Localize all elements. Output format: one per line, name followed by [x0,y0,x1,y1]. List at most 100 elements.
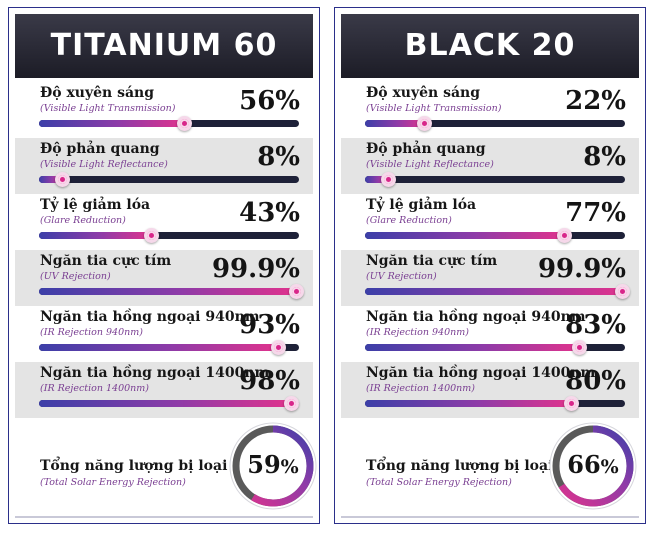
metric-bar-knob [144,228,160,243]
metric-bar-fill [39,344,279,351]
metric-label: Độ xuyên sáng [40,85,154,101]
ring-arc [552,425,634,507]
metric-sublabel: (UV Rejection) [366,271,437,282]
metric-bar-knob [55,172,71,187]
metric-value: 93% [239,310,300,340]
metric-value: 98% [239,366,300,396]
metric-bar-fill [365,288,622,295]
metric-sublabel: (Visible Light Reflectance) [40,159,168,170]
metric-value: 43% [239,198,300,228]
total-label: Tổng năng lượng bị loại bỏ [40,458,252,474]
metric-bar-knob [381,172,397,187]
metric-bar-fill [365,120,424,127]
metric-value: 80% [565,366,626,396]
metric-sublabel: (Visible Light Transmission) [366,103,502,114]
total-label: Tổng năng lượng bị loại bỏ [366,458,578,474]
metric-sublabel: (UV Rejection) [40,271,111,282]
metric-value: 8% [257,142,300,172]
divider [15,516,313,518]
metric-bar-knob [288,284,304,299]
metric-bar-knob [564,396,580,411]
metric-sublabel: (IR Rejection 940nm) [40,327,143,338]
total-sublabel: (Total Solar Energy Rejection) [366,477,512,488]
metric-row-ir-rejection-940: Ngăn tia hồng ngoại 940nm (IR Rejection … [341,306,639,362]
metric-label: Ngăn tia cực tím [366,253,498,269]
card-title: TITANIUM 60 [15,14,313,78]
metric-row-glare-reduction: Tỷ lệ giảm lóa (Glare Reduction) 43% [15,194,313,250]
metric-bar-knob [614,284,630,299]
metric-bar [365,396,625,411]
metric-value: 22% [565,86,626,116]
metric-bar [39,396,299,411]
metric-label: Độ phản quang [40,141,160,157]
metric-bar [39,284,304,299]
metric-value: 99.9% [211,254,300,284]
metric-label: Ngăn tia hồng ngoại 940nm [40,309,260,325]
metric-value: 8% [583,142,626,172]
metric-label: Ngăn tia hồng ngoại 940nm [366,309,586,325]
metric-row-ir-rejection-1400: Ngăn tia hồng ngoại 1400nm (IR Rejection… [15,362,313,418]
metric-label: Ngăn tia cực tím [40,253,172,269]
metric-bar-fill [365,232,564,239]
metric-sublabel: (Visible Light Transmission) [40,103,176,114]
ring-gauge-svg [549,422,637,510]
titanium-60-card: TITANIUM 60 Độ xuyên sáng (Visible Light… [8,7,320,524]
total-solar-energy-rejection: Tổng năng lượng bị loại bỏ (Total Solar … [15,416,317,516]
metric-row-visible-light-transmission: Độ xuyên sáng (Visible Light Transmissio… [341,82,639,138]
metric-bar-fill [39,288,296,295]
total-ring-gauge: 59% [227,420,319,512]
metric-bar-knob [556,228,572,243]
metric-bar-knob [271,340,287,355]
metric-sublabel: (Glare Reduction) [366,215,452,226]
metric-value: 99.9% [537,254,626,284]
metric-bar [39,340,299,355]
metric-row-uv-rejection: Ngăn tia cực tím (UV Rejection) 99.9% [341,250,639,306]
metric-bar [39,116,299,131]
metric-bar-fill [365,176,389,183]
metric-row-glare-reduction: Tỷ lệ giảm lóa (Glare Reduction) 77% [341,194,639,250]
total-solar-energy-rejection: Tổng năng lượng bị loại bỏ (Total Solar … [341,416,639,516]
metric-sublabel: (IR Rejection 940nm) [366,327,469,338]
metric-value: 56% [239,86,300,116]
metric-bar-fill [39,176,63,183]
metric-value: 77% [565,198,626,228]
metric-bar-knob [416,116,432,131]
metric-bar [39,172,299,187]
metric-bar [365,340,625,355]
metric-bar [39,228,299,243]
metric-label: Tỷ lệ giảm lóa [366,197,477,213]
metric-row-visible-light-reflectance: Độ phản quang (Visible Light Reflectance… [341,138,639,194]
metric-row-visible-light-transmission: Độ xuyên sáng (Visible Light Transmissio… [15,82,313,138]
metric-row-visible-light-reflectance: Độ phản quang (Visible Light Reflectance… [15,138,313,194]
total-sublabel: (Total Solar Energy Rejection) [40,477,186,488]
total-value: 66% [567,450,619,479]
divider [341,516,639,518]
total-value: 59% [247,450,299,479]
card-title: BLACK 20 [341,14,639,78]
metric-label: Ngăn tia hồng ngoại 1400nm [366,365,596,381]
ring-gauge-svg [229,422,317,510]
metric-label: Độ xuyên sáng [366,85,480,101]
metric-sublabel: (IR Rejection 1400nm) [40,383,150,394]
metric-sublabel: (IR Rejection 1400nm) [366,383,476,394]
metric-bar [365,228,625,243]
black-20-card: BLACK 20 Độ xuyên sáng (Visible Light Tr… [334,7,646,524]
metric-bar-fill [365,400,572,407]
metric-row-ir-rejection-1400: Ngăn tia hồng ngoại 1400nm (IR Rejection… [341,362,639,418]
metric-bar-fill [39,400,291,407]
metric-bar-fill [39,232,152,239]
metric-label: Tỷ lệ giảm lóa [40,197,151,213]
metric-label: Ngăn tia hồng ngoại 1400nm [40,365,270,381]
ring-arc [232,425,314,507]
metric-row-uv-rejection: Ngăn tia cực tím (UV Rejection) 99.9% [15,250,313,306]
metric-bar-knob [571,340,587,355]
metric-bar-fill [39,120,185,127]
metric-sublabel: (Glare Reduction) [40,215,126,226]
metric-bar-knob [283,396,299,411]
metric-bar [365,172,625,187]
metric-bar-knob [177,116,193,131]
metric-label: Độ phản quang [366,141,486,157]
metric-bar-fill [365,344,579,351]
metric-value: 83% [565,310,626,340]
metric-row-ir-rejection-940: Ngăn tia hồng ngoại 940nm (IR Rejection … [15,306,313,362]
